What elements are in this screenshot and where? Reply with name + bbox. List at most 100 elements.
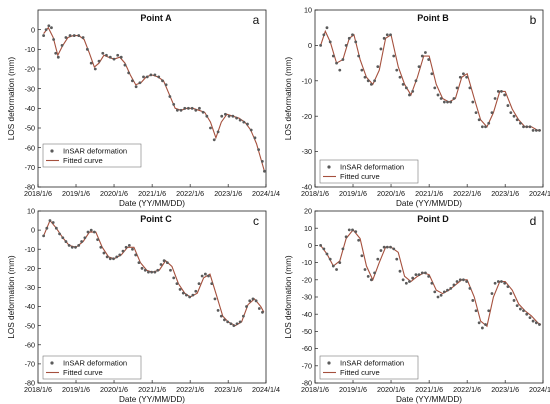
insar-point	[42, 34, 46, 37]
legend-label-fitted: Fitted curve	[63, 368, 103, 377]
insar-point	[430, 281, 434, 285]
insar-point	[449, 100, 453, 104]
insar-point	[427, 58, 431, 61]
fitted-curve-line	[320, 29, 541, 131]
legend-box	[42, 355, 142, 380]
insar-point	[522, 125, 525, 129]
insar-point	[531, 128, 535, 132]
y-tick-label: 0	[31, 25, 35, 34]
insar-point	[414, 273, 418, 277]
insar-point	[124, 245, 128, 249]
insar-point	[487, 121, 491, 125]
x-tick-label: 2022/1/6	[453, 189, 481, 198]
insar-point	[480, 125, 484, 129]
insar-point	[137, 261, 141, 264]
insar-point	[354, 40, 358, 44]
insar-point	[210, 282, 214, 286]
insar-point	[157, 75, 161, 79]
x-axis-label: Date (YY/MM/DD)	[119, 199, 185, 208]
insar-point	[379, 249, 383, 252]
insar-point	[194, 289, 198, 293]
insar-point	[187, 106, 190, 110]
insar-point	[424, 271, 427, 275]
y-tick-label: 10	[27, 207, 35, 216]
insar-point	[338, 68, 342, 72]
insar-point	[48, 219, 52, 222]
insar-point	[105, 255, 109, 259]
insar-point	[420, 54, 424, 58]
y-tick-label: 0	[31, 226, 35, 235]
insar-point	[134, 85, 138, 89]
legend-marker-insar	[327, 361, 331, 365]
insar-point	[238, 320, 242, 324]
insar-point	[366, 274, 370, 278]
insar-point	[77, 244, 81, 247]
insar-point	[108, 55, 112, 59]
insar-point	[165, 261, 169, 264]
insar-point	[58, 232, 61, 236]
insar-point	[134, 253, 138, 257]
insar-point	[203, 272, 207, 276]
insar-point	[500, 280, 503, 283]
y-tick-label: 10	[304, 224, 312, 233]
insar-point	[331, 264, 335, 268]
y-tick-label: -70	[302, 361, 312, 370]
insar-point	[392, 247, 396, 251]
insar-point	[471, 100, 475, 104]
x-tick-label: 2021/1/6	[138, 385, 166, 394]
x-tick-label: 2023/1/6	[214, 385, 242, 394]
insar-point	[179, 108, 183, 112]
x-tick-label: 2018/1/6	[301, 385, 329, 394]
insar-point	[80, 240, 84, 243]
insar-point	[474, 309, 478, 313]
insar-point	[161, 79, 164, 83]
x-tick-label: 2023/1/6	[491, 189, 519, 198]
insar-point	[127, 244, 131, 247]
y-tick-label: -70	[25, 359, 35, 368]
insar-point	[515, 118, 519, 122]
panel-letter: d	[530, 214, 537, 228]
insar-point	[140, 266, 144, 270]
insar-point	[351, 33, 354, 37]
insar-point	[99, 245, 103, 249]
insar-point	[257, 148, 260, 152]
insar-point	[172, 276, 176, 280]
insar-point	[465, 75, 469, 79]
insar-point	[376, 65, 380, 69]
x-axis-label: Date (YY/MM/DD)	[396, 395, 462, 404]
legend-box	[319, 355, 419, 380]
x-tick-label: 2018/1/6	[24, 189, 52, 198]
y-tick-label: 10	[304, 6, 312, 15]
insar-point	[220, 114, 224, 118]
insar-point	[83, 236, 87, 240]
y-tick-label: -10	[302, 258, 312, 267]
chart-title: Point C	[140, 214, 172, 224]
insar-point	[519, 121, 522, 125]
insar-point	[116, 53, 120, 57]
insar-point	[64, 36, 68, 39]
insar-point	[506, 104, 510, 107]
legend-label-insar: InSAR deformation	[63, 359, 127, 368]
insar-point	[223, 112, 227, 116]
y-tick-label: -60	[302, 344, 312, 353]
insar-point	[242, 314, 245, 318]
y-tick-label: -50	[25, 124, 35, 133]
insar-point	[474, 111, 478, 115]
x-tick-label: 2022/1/6	[453, 385, 481, 394]
insar-point	[118, 253, 122, 257]
insar-point	[74, 245, 77, 249]
x-tick-label: 2020/1/6	[100, 189, 128, 198]
insar-point	[458, 278, 462, 282]
y-tick-label: -50	[302, 327, 312, 336]
insar-point	[331, 54, 335, 58]
x-tick-label: 2019/1/6	[339, 189, 367, 198]
insar-point	[369, 278, 373, 282]
insar-point	[223, 318, 226, 322]
y-tick-label: -80	[25, 379, 35, 388]
insar-point	[522, 309, 525, 313]
x-tick-label: 2019/1/6	[339, 385, 367, 394]
